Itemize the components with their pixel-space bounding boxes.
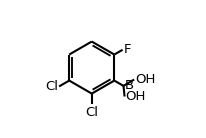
Text: B: B — [124, 79, 133, 92]
Text: Cl: Cl — [45, 80, 58, 93]
Text: F: F — [124, 43, 131, 56]
Text: Cl: Cl — [85, 106, 98, 119]
Text: OH: OH — [135, 73, 155, 86]
Text: OH: OH — [125, 90, 146, 103]
